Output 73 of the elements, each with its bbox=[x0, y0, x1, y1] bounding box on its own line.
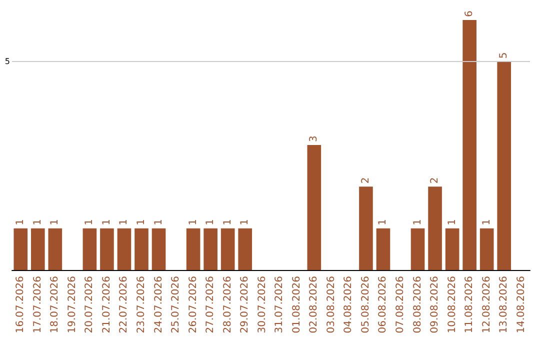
bar bbox=[82, 228, 97, 270]
data-label: 1 bbox=[240, 218, 251, 226]
data-label: 3 bbox=[308, 136, 320, 142]
x-tick-label: 04.08.2026 bbox=[343, 276, 354, 334]
bar bbox=[134, 228, 148, 270]
bar bbox=[14, 228, 28, 270]
x-tick-label: 03.08.2026 bbox=[326, 276, 337, 334]
x-tick-label: 26.07.2026 bbox=[188, 276, 199, 334]
bar bbox=[186, 228, 200, 270]
bar bbox=[220, 228, 235, 270]
data-label: 1 bbox=[15, 218, 26, 226]
bar bbox=[428, 186, 442, 270]
x-tick-label: 17.07.2026 bbox=[32, 276, 44, 334]
x-tick-label: 22.07.2026 bbox=[118, 276, 130, 334]
bar bbox=[152, 228, 166, 270]
bar bbox=[410, 228, 425, 270]
data-label: 1 bbox=[446, 218, 458, 226]
data-label: 1 bbox=[32, 218, 44, 226]
x-tick-label: 06.08.2026 bbox=[378, 276, 389, 334]
x-tick-label: 30.07.2026 bbox=[256, 276, 268, 334]
data-label: 1 bbox=[188, 218, 199, 226]
ref-line-label: 5 bbox=[4, 57, 10, 66]
bar bbox=[48, 228, 62, 270]
bar bbox=[100, 228, 114, 270]
bar bbox=[204, 228, 218, 270]
x-tick-label: 02.08.2026 bbox=[308, 276, 320, 334]
x-tick-label: 10.08.2026 bbox=[446, 276, 458, 334]
data-label: 1 bbox=[101, 218, 112, 226]
x-tick-label: 12.08.2026 bbox=[481, 276, 492, 334]
data-label: 1 bbox=[481, 218, 492, 226]
x-tick-label: 07.08.2026 bbox=[395, 276, 406, 334]
bar bbox=[117, 228, 132, 270]
data-label: 6 bbox=[464, 10, 476, 17]
x-tick-label: 24.07.2026 bbox=[153, 276, 164, 334]
x-tick-label: 23.07.2026 bbox=[136, 276, 147, 334]
x-tick-label: 09.08.2026 bbox=[430, 276, 441, 334]
data-label: 1 bbox=[136, 218, 147, 226]
x-tick-label: 08.08.2026 bbox=[412, 276, 424, 334]
bar bbox=[307, 145, 322, 270]
x-tick-label: 31.07.2026 bbox=[274, 276, 286, 334]
x-tick-label: 29.07.2026 bbox=[240, 276, 251, 334]
data-label: 1 bbox=[84, 218, 96, 226]
x-tick-label: 11.08.2026 bbox=[464, 276, 476, 334]
x-tick-label: 27.07.2026 bbox=[205, 276, 216, 334]
bar bbox=[376, 228, 390, 270]
x-tick-label: 16.07.2026 bbox=[15, 276, 26, 334]
bar bbox=[462, 20, 476, 270]
data-label: 2 bbox=[430, 177, 441, 184]
data-label: 5 bbox=[498, 52, 510, 59]
data-label: 1 bbox=[412, 218, 424, 226]
data-label: 1 bbox=[118, 218, 130, 226]
data-label: 1 bbox=[153, 218, 164, 226]
data-label: 1 bbox=[50, 218, 61, 226]
x-tick-label: 25.07.2026 bbox=[170, 276, 182, 334]
bar bbox=[445, 228, 460, 270]
data-label: 2 bbox=[360, 177, 372, 184]
x-tick-label: 19.07.2026 bbox=[66, 276, 78, 334]
x-tick-label: 28.07.2026 bbox=[222, 276, 234, 334]
x-tick-label: 05.08.2026 bbox=[360, 276, 372, 334]
x-tick-label: 14.08.2026 bbox=[516, 276, 527, 334]
data-label: 1 bbox=[205, 218, 216, 226]
x-tick-label: 01.08.2026 bbox=[291, 276, 302, 334]
x-tick-label: 18.07.2026 bbox=[50, 276, 61, 334]
x-tick-label: 20.07.2026 bbox=[84, 276, 96, 334]
bar bbox=[480, 228, 494, 270]
x-tick-label: 21.07.2026 bbox=[101, 276, 112, 334]
bar bbox=[30, 228, 45, 270]
bar bbox=[497, 62, 512, 270]
data-label: 1 bbox=[222, 218, 234, 226]
bar bbox=[359, 186, 373, 270]
x-tick-label: 13.08.2026 bbox=[498, 276, 510, 334]
data-label: 1 bbox=[378, 218, 389, 226]
bar bbox=[238, 228, 252, 270]
